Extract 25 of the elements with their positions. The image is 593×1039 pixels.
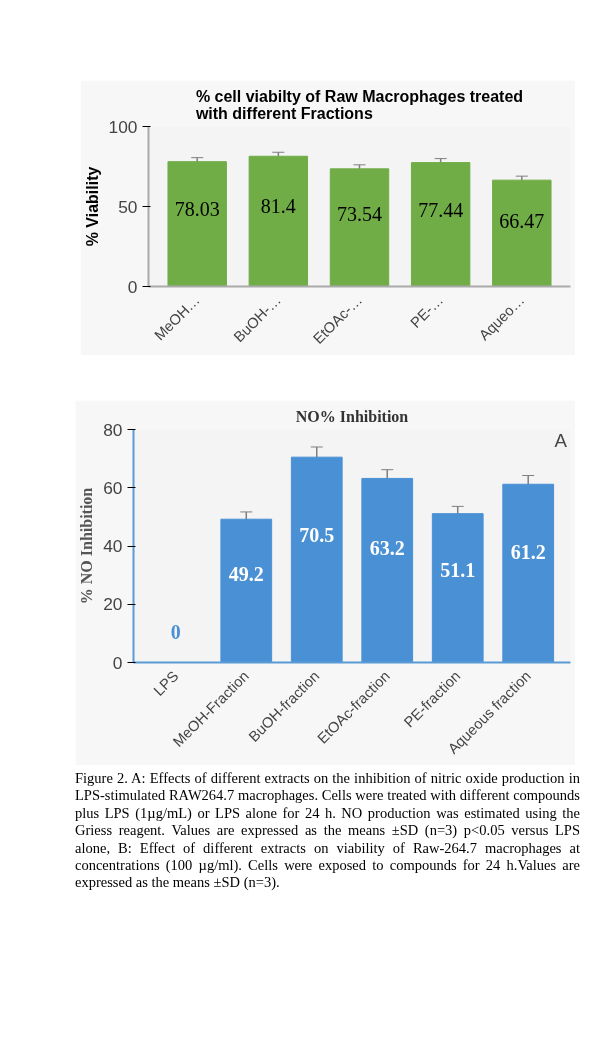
data-label: 70.5 (299, 524, 335, 547)
y-tick-label: 0 (127, 276, 138, 297)
data-label: 49.2 (228, 562, 264, 585)
data-label: 61.2 (510, 540, 546, 563)
y-tick-label: 60 (103, 477, 123, 498)
y-tick-label: 80 (103, 419, 123, 440)
caption: Figure 2. A: Effects of different extracts on the inhibition of nitric oxide production in LPS-stimulated RAW264.7 macrophages. Cells were treated with different compounds plus LPS (1µg/mL) or LPS alone for 24 h. NO production was estimated using the Griess reagent. Values are expressed as the means ±SD (n=3) p<0.05 versus LPS alone, B: Effect of different extracts on viability of Raw-264.7 macrophages at concentrations (100 µg/ml). Cells were exposed to compounds for 24 h.Values are expressed as the means ±SD (n=3). (75, 770, 580, 892)
y-tick-label: 100 (108, 116, 138, 137)
data-label: 73.54 (337, 202, 382, 225)
annotation: A (554, 429, 568, 451)
data-label: 66.47 (499, 209, 545, 232)
y-axis-title: % NO Inhibition (78, 487, 96, 605)
chart-title: NO% Inhibition (295, 407, 409, 425)
y-tick-label: 50 (118, 196, 138, 217)
data-label: 81.4 (260, 194, 296, 217)
y-tick-label: 0 (112, 652, 123, 673)
chart-title: % cell viabilty of Raw Macrophages treated with different Fractions (194, 87, 524, 122)
data-label: 51.1 (440, 559, 476, 582)
data-label: 0 (170, 621, 181, 644)
y-tick-label: 40 (103, 536, 123, 556)
data-label: 63.2 (369, 537, 405, 560)
data-label: 78.03 (174, 198, 220, 221)
y-tick-label: 20 (103, 594, 123, 615)
data-label: 77.44 (418, 198, 464, 221)
y-axis-title: % Viability (83, 166, 101, 247)
